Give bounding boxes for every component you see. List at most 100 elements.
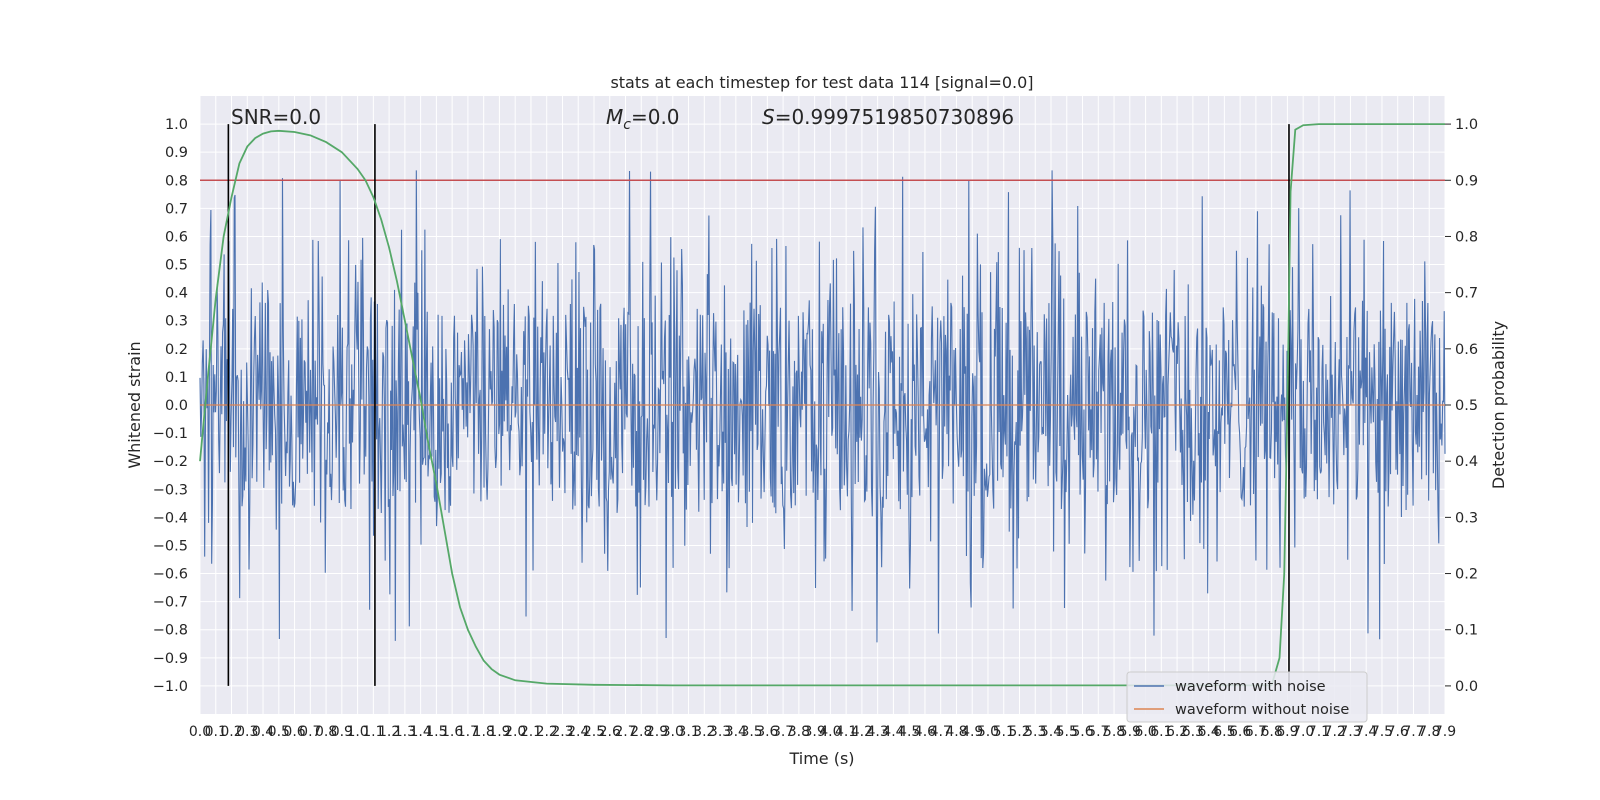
x-tick-label: 1.5: [425, 724, 447, 740]
x-tick-label: 4.8: [945, 724, 967, 740]
y-left-tick-label: 0.9: [165, 145, 188, 161]
y-left-tick-label: 0.6: [165, 229, 188, 245]
y-right-tick-label: 0.0: [1455, 679, 1478, 695]
snr-annotation: SNR=0.0: [231, 105, 321, 129]
x-tick-label: 1.1: [362, 724, 384, 740]
x-tick-label: 0.1: [205, 724, 227, 740]
x-axis-label: Time (s): [788, 749, 854, 768]
y-right-tick-label: 0.4: [1455, 454, 1478, 470]
x-tick-label: 7.2: [1324, 724, 1346, 740]
y-right-tick-label: 0.3: [1455, 510, 1478, 526]
x-tick-label: 6.8: [1261, 724, 1283, 740]
x-tick-label: 5.3: [1024, 724, 1046, 740]
x-tick-label: 7.0: [1292, 724, 1314, 740]
y-left-tick-label: 0.7: [165, 201, 188, 217]
y-left-tick-label: −0.5: [153, 538, 188, 554]
x-tick-label: 2.7: [614, 724, 636, 740]
x-tick-label: 1.3: [394, 724, 416, 740]
x-tick-label: 1.8: [473, 724, 495, 740]
x-tick-label: 7.4: [1355, 724, 1377, 740]
y-left-tick-label: 0.8: [165, 173, 188, 189]
x-tick-label: 2.2: [536, 724, 558, 740]
x-tick-label: 4.0: [819, 724, 841, 740]
x-tick-label: 4.6: [914, 724, 936, 740]
y-left-tick-label: −1.0: [153, 679, 188, 695]
x-tick-label: 7.5: [1371, 724, 1393, 740]
x-tick-label: 3.5: [740, 724, 762, 740]
x-tick-label: 6.5: [1213, 724, 1235, 740]
y-left-tick-label: 0.1: [165, 370, 188, 386]
legend-label-noise: waveform with noise: [1175, 679, 1326, 695]
x-tick-label: 0.7: [299, 724, 321, 740]
x-tick-label: 6.7: [1245, 724, 1267, 740]
y-right-tick-label: 0.6: [1455, 342, 1478, 358]
x-tick-label: 2.9: [646, 724, 668, 740]
x-tick-label: 2.3: [551, 724, 573, 740]
x-tick-label: 1.2: [378, 724, 400, 740]
x-tick-label: 3.7: [772, 724, 794, 740]
y-left-tick-label: 0.3: [165, 314, 188, 330]
waveform-with-noise-line: [199, 170, 1446, 643]
x-tick-label: 4.5: [898, 724, 920, 740]
x-tick-label: 3.6: [756, 724, 778, 740]
y-left-tick-label: 1.0: [165, 117, 188, 133]
y-left-tick-label: −0.1: [153, 426, 188, 442]
mc-annotation: Mc=0.0: [606, 105, 680, 133]
x-tick-label: 0.3: [236, 724, 258, 740]
x-tick-label: 0.6: [283, 724, 305, 740]
y-left-tick-labels: −1.0 −0.9 −0.8 −0.7 −0.6 −0.5 −0.4 −0.3 −0.2 −0.1…: [153, 117, 188, 695]
x-tick-label: 5.5: [1056, 724, 1078, 740]
x-tick-label: 0.8: [315, 724, 337, 740]
x-tick-label: 4.1: [835, 724, 857, 740]
y-left-tick-label: −0.6: [153, 567, 188, 583]
x-tick-label: 5.4: [1040, 724, 1062, 740]
x-tick-label: 4.3: [867, 724, 889, 740]
x-tick-label: 7.1: [1308, 724, 1330, 740]
x-tick-label: 1.6: [441, 724, 463, 740]
y-left-tick-label: −0.9: [153, 651, 188, 667]
legend: waveform with noise waveform without noi…: [1126, 671, 1368, 723]
x-tick-label: 3.1: [677, 724, 699, 740]
y-right-tick-label: 0.9: [1455, 173, 1478, 189]
s-annotation: S=0.9997519850730896: [762, 105, 1014, 129]
y-left-tick-label: 0.0: [165, 398, 188, 414]
x-tick-label: 6.9: [1276, 724, 1298, 740]
x-tick-label: 3.4: [725, 724, 747, 740]
x-tick-label: 2.6: [599, 724, 621, 740]
legend-label-clean: waveform without noise: [1175, 702, 1349, 718]
x-tick-label: 0.5: [268, 724, 290, 740]
x-tick-label: 7.8: [1418, 724, 1440, 740]
x-tick-label: 3.8: [788, 724, 810, 740]
y-right-tick-label: 0.8: [1455, 229, 1478, 245]
y-right-tick-label: 1.0: [1455, 117, 1478, 133]
x-tick-label: 4.2: [851, 724, 873, 740]
x-tick-label: 2.0: [504, 724, 526, 740]
x-tick-label: 7.7: [1402, 724, 1424, 740]
y-left-tick-label: −0.3: [153, 482, 188, 498]
y-axis-label-left: Whitened strain: [125, 341, 144, 468]
series-waveform-with-noise: [199, 170, 1446, 643]
x-tick-label: 2.8: [630, 724, 652, 740]
x-tick-label: 1.9: [488, 724, 510, 740]
y-left-tick-label: 0.5: [165, 258, 188, 274]
x-tick-label: 1.7: [457, 724, 479, 740]
x-tick-label: 3.3: [709, 724, 731, 740]
x-tick-label: 1.0: [346, 724, 368, 740]
y-right-tick-label: 0.2: [1455, 567, 1478, 583]
x-tick-label: 5.8: [1103, 724, 1125, 740]
x-tick-label: 7.6: [1387, 724, 1409, 740]
x-tick-label: 7.3: [1339, 724, 1361, 740]
x-tick-label: 6.3: [1182, 724, 1204, 740]
x-tick-label: 0.9: [331, 724, 353, 740]
y-right-tick-labels: 0.0 0.1 0.2 0.3 0.4 0.5 0.6 0.7 0.8 0.9 1.0: [1445, 117, 1478, 695]
y-left-tick-label: 0.2: [165, 342, 188, 358]
y-right-tick-label: 0.7: [1455, 286, 1478, 302]
x-tick-label: 2.5: [583, 724, 605, 740]
x-tick-label: 3.9: [803, 724, 825, 740]
y-right-tick-label: 0.5: [1455, 398, 1478, 414]
x-tick-label: 0.2: [220, 724, 242, 740]
x-tick-label: 5.1: [993, 724, 1015, 740]
y-left-tick-label: −0.2: [153, 454, 188, 470]
x-tick-label: 5.7: [1087, 724, 1109, 740]
